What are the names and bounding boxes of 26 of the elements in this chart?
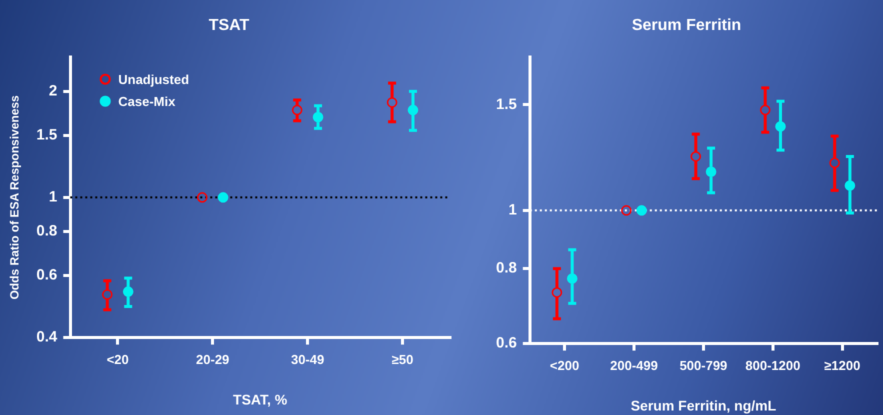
legend-label: Unadjusted — [118, 72, 190, 87]
x-tick-label: <20 — [106, 352, 129, 367]
x-tick-label: ≥1200 — [824, 358, 860, 373]
x-tick-label: 20-29 — [196, 352, 230, 367]
x-tick-label: 200-499 — [610, 358, 658, 373]
y-tick-label: 0.8 — [496, 260, 517, 277]
y-tick-label: 0.8 — [36, 222, 58, 240]
chart-title: Serum Ferritin — [632, 17, 742, 34]
y-tick-label: 1.5 — [496, 96, 517, 113]
y-tick-label: 1 — [48, 188, 58, 206]
x-tick-label: 30-49 — [290, 352, 324, 367]
y-tick-label: 1.5 — [36, 126, 58, 144]
x-axis-title: Serum Ferritin, ng/mL — [630, 397, 777, 414]
x-tick-label: 800-1200 — [745, 358, 800, 373]
x-tick-label: ≥50 — [392, 352, 414, 367]
y-tick-label: 0.4 — [36, 328, 58, 346]
chart-title: TSAT — [208, 17, 250, 34]
y-tick-label: 2 — [48, 82, 58, 100]
x-tick-label: 500-799 — [680, 358, 728, 373]
x-axis-title: TSAT, % — [233, 391, 288, 408]
y-tick-label: 0.6 — [496, 334, 517, 352]
y-tick-label: 0.6 — [36, 266, 58, 284]
x-tick-label: <200 — [550, 358, 580, 373]
y-axis-title: Odds Ratio of ESA Responsiveness — [8, 94, 22, 300]
y-tick-label: 1 — [508, 202, 517, 219]
legend-label: Case-Mix — [118, 94, 176, 109]
